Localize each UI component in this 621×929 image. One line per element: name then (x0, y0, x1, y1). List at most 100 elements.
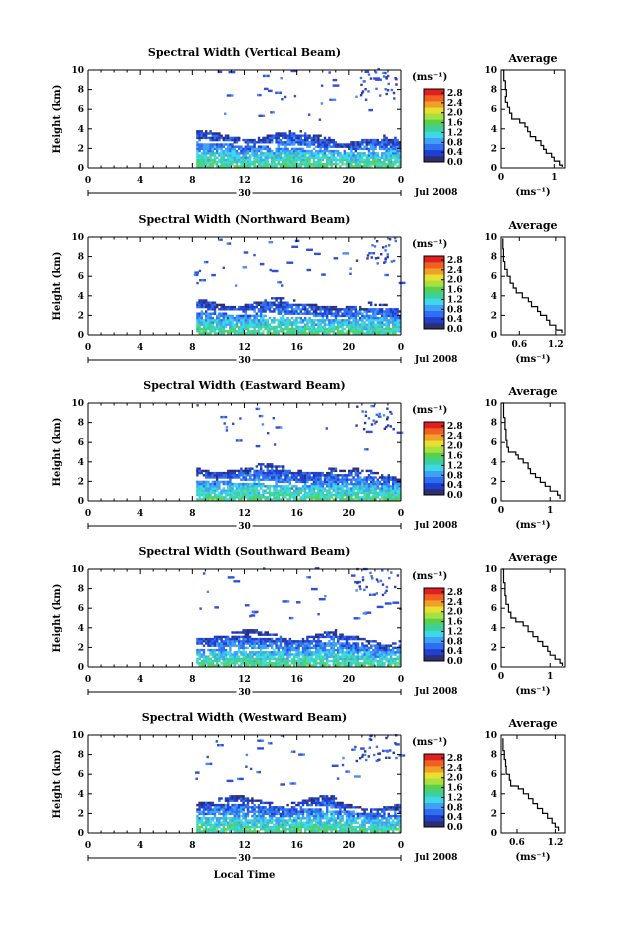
echo-pixel (378, 316, 382, 320)
echo-pixel (319, 655, 322, 658)
echo-pixel (266, 141, 269, 144)
echo-pixel (277, 154, 280, 157)
echo-pixel (293, 308, 296, 311)
echo-pixel (367, 664, 371, 667)
avg-x-tick-label: 0 (498, 506, 504, 516)
echo-pixel (378, 644, 382, 647)
echo-pixel (251, 330, 254, 333)
echo-pixel (317, 646, 320, 650)
echo-pixel (354, 487, 357, 490)
colorbar-frame (423, 255, 445, 330)
echo-pixel (257, 136, 261, 140)
echo-pixel (359, 325, 362, 329)
echo-pixel (246, 471, 250, 475)
echo-pixel (348, 648, 351, 652)
echo-pixel (328, 332, 331, 335)
echo-pixel (374, 319, 377, 322)
sparse-echo (293, 245, 296, 248)
echo-pixel (321, 325, 324, 329)
echo-pixel (277, 149, 280, 153)
echo-pixel (354, 498, 357, 501)
echo-pixel (233, 136, 236, 140)
echo-pixel (253, 165, 256, 168)
echo-pixel (257, 640, 261, 643)
echo-pixel (224, 319, 228, 322)
echo-pixel (317, 482, 320, 486)
echo-pixel (266, 303, 269, 307)
echo-pixel (233, 498, 236, 501)
echo-pixel (361, 158, 364, 162)
echo-pixel (277, 301, 280, 304)
echo-pixel (359, 327, 362, 331)
echo-pixel (262, 653, 265, 656)
echo-pixel (288, 312, 291, 315)
echo-pixel (306, 332, 309, 335)
echo-pixel (348, 489, 351, 492)
echo-pixel (260, 469, 263, 473)
colorbar-tick-label: 0.8 (447, 138, 463, 148)
echo-pixel (394, 476, 397, 479)
echo-pixel (376, 482, 379, 486)
echo-pixel (332, 653, 335, 656)
echo-pixel (326, 319, 329, 322)
echo-pixel (348, 319, 351, 322)
echo-pixel (286, 165, 289, 168)
echo-pixel (240, 642, 243, 645)
echo-pixel (306, 493, 309, 497)
echo-pixel (262, 657, 265, 661)
echo-pixel (211, 301, 214, 304)
echo-pixel (350, 493, 353, 497)
echo-pixel (332, 489, 335, 492)
echo-pixel (381, 662, 384, 665)
echo-pixel (293, 156, 296, 159)
echo-pixel (301, 312, 305, 315)
echo-pixel (352, 312, 355, 315)
echo-pixel (326, 327, 329, 331)
echo-pixel (246, 316, 250, 320)
echo-pixel (392, 141, 395, 144)
echo-pixel (341, 332, 344, 335)
echo-pixel (205, 469, 208, 473)
echo-pixel (211, 653, 214, 656)
echo-pixel (213, 493, 217, 497)
echo-pixel (209, 330, 212, 333)
echo-pixel (198, 489, 201, 492)
echo-pixel (244, 646, 247, 650)
echo-pixel (227, 651, 230, 654)
echo-pixel (323, 147, 327, 151)
echo-pixel (277, 655, 280, 658)
echo-pixel (381, 310, 384, 313)
echo-pixel (260, 646, 263, 650)
echo-pixel (381, 303, 384, 307)
echo-pixel (233, 482, 236, 486)
echo-pixel (385, 154, 388, 157)
echo-pixel (266, 160, 269, 164)
echo-pixel (282, 305, 285, 309)
echo-pixel (262, 644, 265, 647)
echo-pixel (218, 147, 221, 151)
echo-pixel (310, 152, 313, 155)
echo-pixel (262, 637, 265, 641)
echo-pixel (328, 655, 331, 658)
echo-pixel (319, 160, 322, 164)
echo-pixel (286, 655, 289, 658)
echo-pixel (268, 138, 272, 142)
echo-pixel (211, 312, 214, 315)
echo-pixel (392, 165, 395, 168)
echo-pixel (288, 305, 291, 309)
echo-pixel (330, 154, 333, 157)
echo-pixel (352, 493, 355, 497)
echo-pixel (207, 480, 210, 484)
echo-pixel (301, 498, 305, 501)
echo-pixel (352, 319, 355, 322)
echo-pixel (356, 635, 360, 639)
echo-pixel (383, 156, 386, 159)
echo-pixel (383, 134, 386, 137)
echo-pixel (301, 648, 305, 652)
x-tick-label: 20 (343, 509, 356, 519)
echo-pixel (235, 154, 239, 157)
echo-pixel (213, 327, 217, 331)
echo-pixel (242, 629, 245, 632)
echo-pixel (295, 489, 298, 492)
echo-pixel (321, 154, 324, 157)
